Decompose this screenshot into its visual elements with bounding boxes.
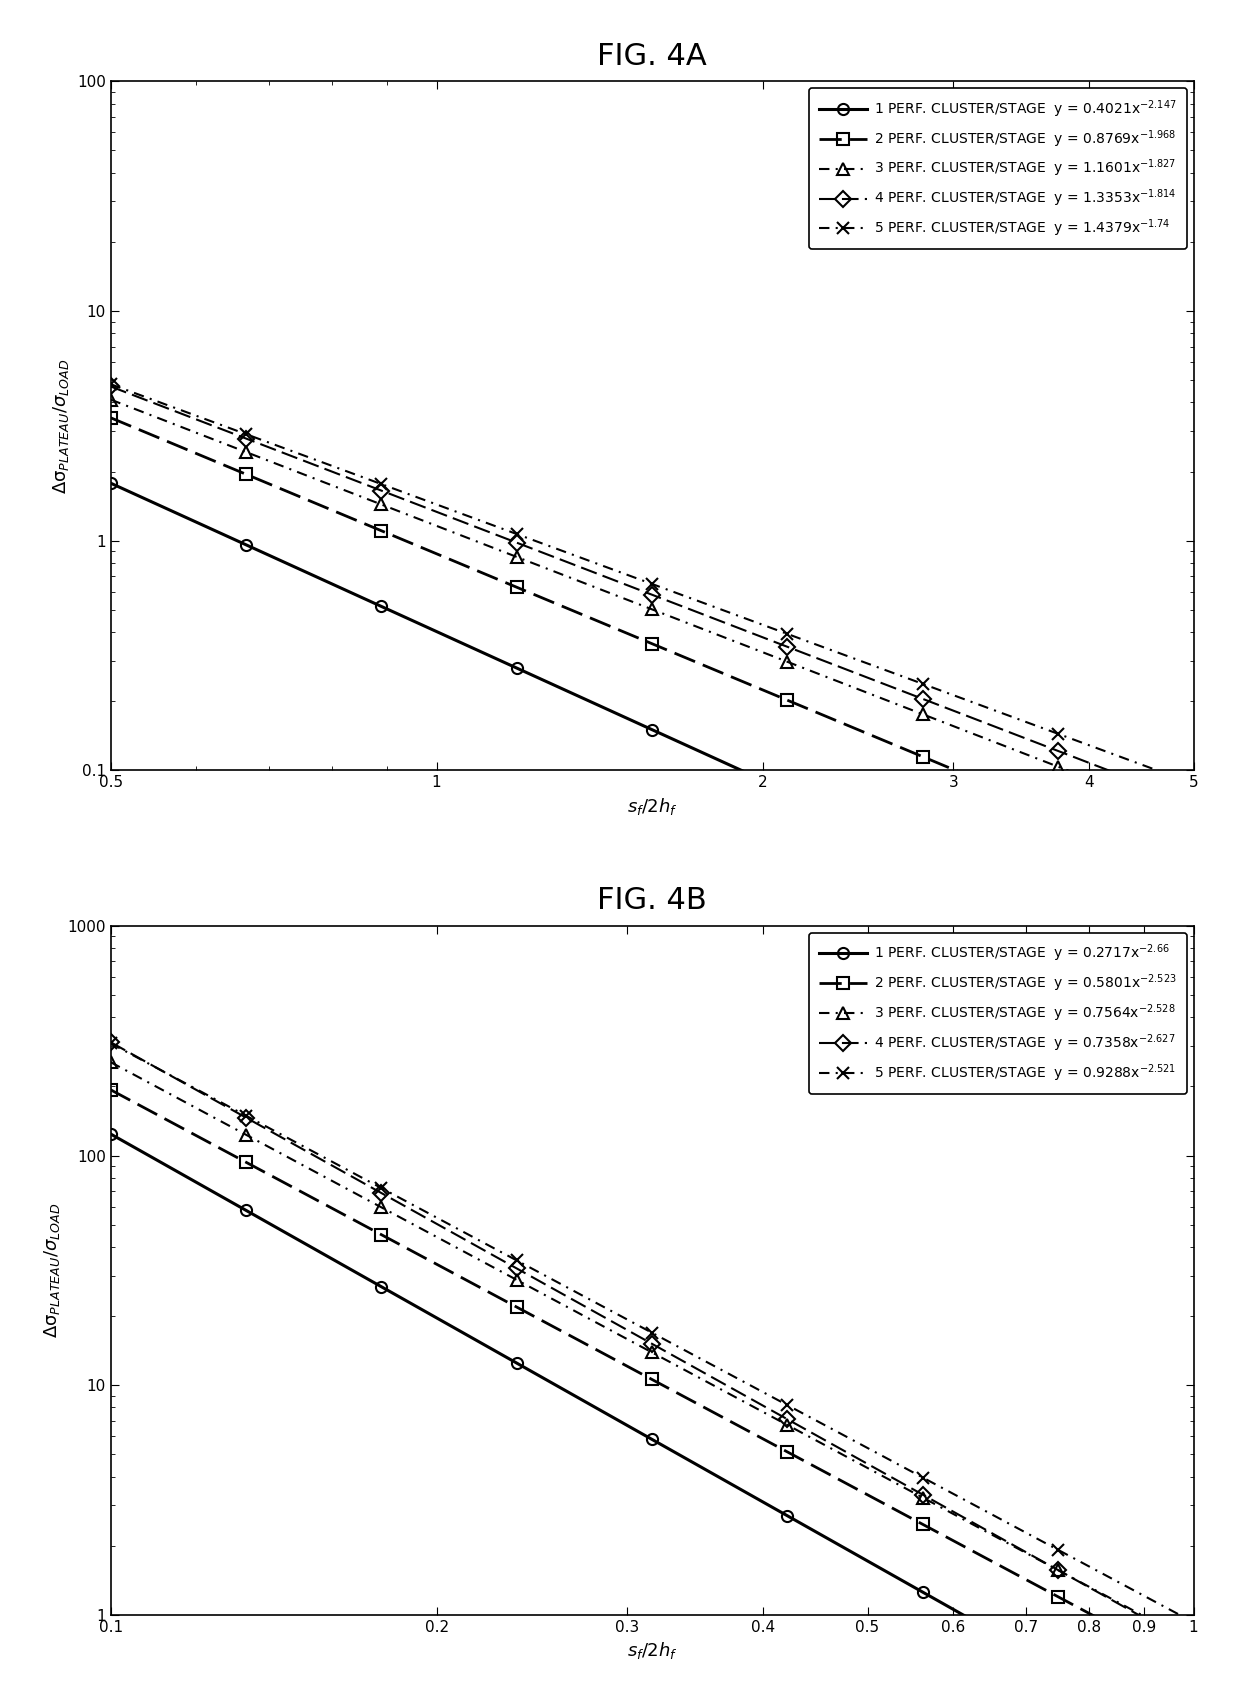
Title: FIG. 4B: FIG. 4B bbox=[598, 886, 707, 915]
Legend: 1 PERF. CLUSTER/STAGE  y = 0.2717x$^{-2.66}$, 2 PERF. CLUSTER/STAGE  y = 0.5801x: 1 PERF. CLUSTER/STAGE y = 0.2717x$^{-2.6… bbox=[808, 933, 1187, 1093]
Title: FIG. 4A: FIG. 4A bbox=[598, 41, 707, 70]
Y-axis label: Δσ$_{PLATEAU}$/$σ$$_{LOAD}$: Δσ$_{PLATEAU}$/$σ$$_{LOAD}$ bbox=[51, 358, 71, 494]
Y-axis label: Δσ$_{PLATEAU}$/$σ$$_{LOAD}$: Δσ$_{PLATEAU}$/$σ$$_{LOAD}$ bbox=[42, 1202, 62, 1339]
Legend: 1 PERF. CLUSTER/STAGE  y = 0.4021x$^{-2.147}$, 2 PERF. CLUSTER/STAGE  y = 0.8769: 1 PERF. CLUSTER/STAGE y = 0.4021x$^{-2.1… bbox=[808, 89, 1187, 249]
X-axis label: $s_f/2h_f$: $s_f/2h_f$ bbox=[626, 1640, 677, 1662]
X-axis label: $s_f/2h_f$: $s_f/2h_f$ bbox=[626, 795, 677, 817]
